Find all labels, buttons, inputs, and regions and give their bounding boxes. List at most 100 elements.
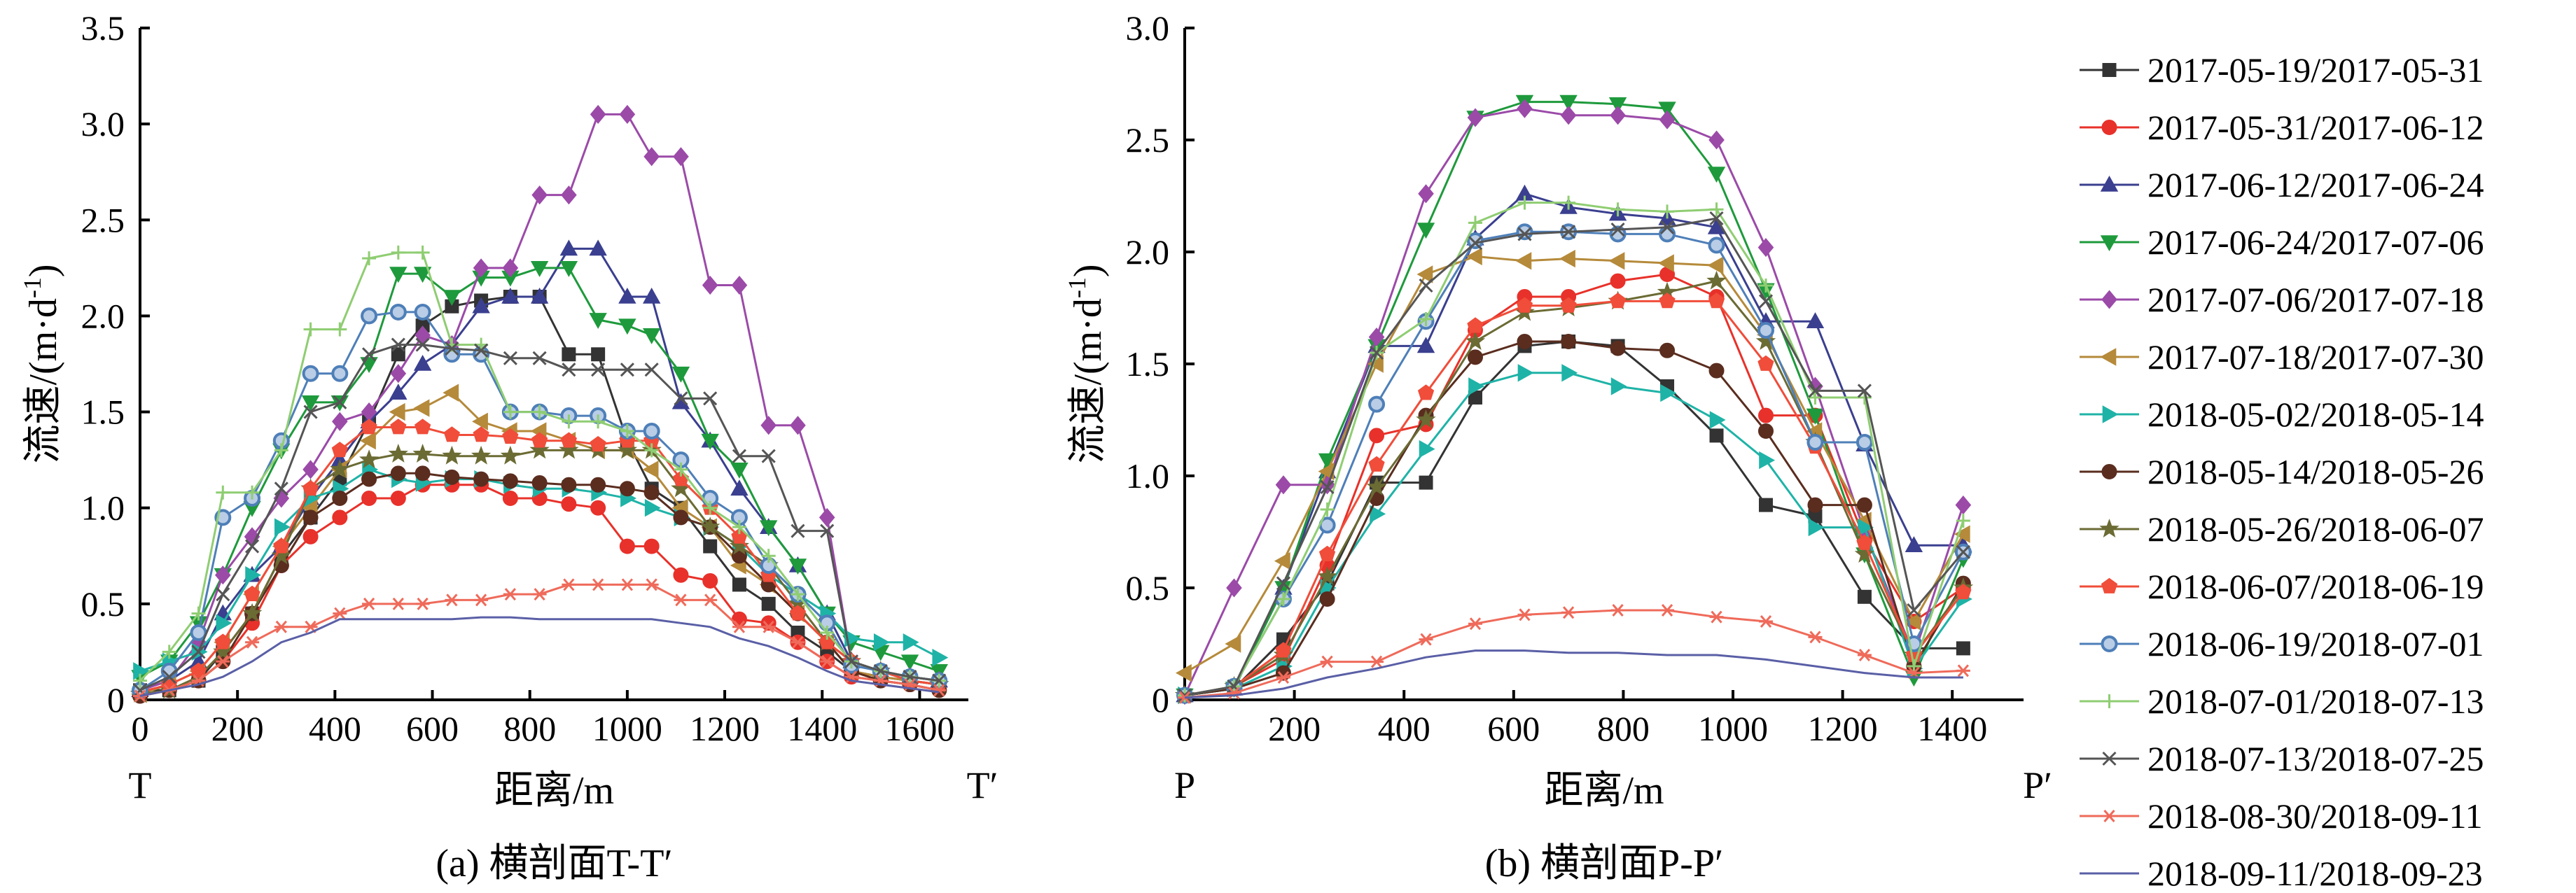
y-tick-label: 0.5 (1126, 568, 1170, 607)
data-point (1808, 631, 1823, 644)
data-point (532, 351, 547, 365)
data-point (360, 432, 376, 450)
data-point (1709, 411, 1726, 429)
data-point (412, 444, 433, 463)
legend-label: 2017-05-19/2017-05-31 (2147, 50, 2484, 90)
series-4 (131, 261, 948, 687)
y-tick-label: 1.5 (81, 393, 125, 432)
series-15 (139, 616, 940, 697)
legend-marker (2101, 635, 2118, 652)
data-point (245, 485, 260, 500)
data-point (1709, 610, 1724, 624)
data-point (443, 426, 460, 442)
data-point (332, 491, 348, 506)
legend-item: 2018-07-01/2018-07-13 (2080, 682, 2484, 721)
legend-label: 2018-05-14/2018-05-26 (2147, 452, 2484, 491)
legend-label: 2018-09-11/2018-09-23 (2147, 854, 2483, 893)
data-point (500, 445, 521, 465)
data-point (1368, 395, 1386, 413)
data-point (1659, 342, 1676, 358)
data-point (1275, 475, 1292, 495)
data-point (562, 363, 576, 377)
data-point (1177, 688, 1192, 703)
legend-item: 2017-06-12/2017-06-24 (2080, 165, 2484, 204)
data-point (1517, 334, 1533, 349)
data-point (590, 104, 606, 124)
data-point (362, 597, 377, 610)
data-point (562, 347, 576, 362)
data-point (301, 395, 320, 412)
data-point (562, 414, 576, 429)
data-point (1467, 108, 1484, 127)
legend-marker (2101, 577, 2118, 593)
data-point (1370, 655, 1384, 668)
data-point (388, 444, 408, 463)
data-point (1366, 477, 1387, 496)
legend-label: 2018-07-13/2018-07-25 (2147, 739, 2484, 778)
y-tick-label: 0 (1152, 680, 1169, 719)
data-point (532, 588, 547, 601)
data-point (1806, 434, 1824, 451)
data-point (361, 307, 378, 325)
legend-label: 2018-06-19/2018-07-01 (2147, 624, 2484, 663)
data-point (503, 588, 517, 601)
data-point (332, 412, 348, 431)
data-point (1561, 195, 1576, 210)
data-point (1467, 317, 1484, 333)
data-point (674, 391, 688, 406)
data-point (1419, 440, 1435, 458)
data-point (474, 343, 489, 358)
data-point (1418, 184, 1434, 204)
data-point (644, 443, 659, 458)
data-point (1368, 456, 1385, 472)
data-point (703, 539, 718, 554)
data-point (1227, 679, 1241, 694)
data-point (1757, 322, 1774, 339)
data-point (1608, 252, 1625, 270)
data-point (1956, 641, 1970, 656)
chart-panel-b: 0 0.5 1.0 1.5 2.0 2.5 3.0 0 200 400 600 800 1000 1200… (1063, 8, 2052, 885)
data-point (391, 597, 405, 610)
data-point (671, 366, 690, 383)
data-point (216, 485, 230, 500)
data-point (732, 577, 746, 592)
y-tick-label: 2.5 (81, 200, 125, 239)
data-point (531, 432, 548, 448)
data-point (1516, 297, 1533, 313)
data-point (1468, 236, 1483, 251)
data-point (473, 258, 489, 278)
data-point (358, 449, 380, 469)
series-13 (1177, 211, 1970, 703)
data-point (1610, 202, 1625, 217)
data-point (1808, 518, 1825, 537)
data-point (1419, 312, 1433, 326)
data-point (502, 428, 519, 444)
y-tick-label: 1.5 (1126, 344, 1170, 384)
data-point (1857, 589, 1872, 604)
data-point (732, 449, 747, 463)
data-point (561, 496, 577, 512)
data-point (1755, 331, 1776, 351)
data-point (1559, 94, 1578, 111)
data-point (1610, 106, 1626, 125)
data-point (1857, 649, 1872, 661)
data-point (1659, 220, 1675, 234)
data-point (589, 239, 607, 256)
data-point (1274, 551, 1290, 570)
y-axis-title: 流速/(m·d-1) (18, 264, 65, 463)
data-point (1659, 225, 1676, 243)
data-point (1856, 534, 1873, 550)
y-tick-label: 3.5 (81, 8, 125, 48)
data-point (1517, 227, 1532, 241)
x-tick-label: 0 (1176, 709, 1194, 748)
series-line (139, 426, 940, 694)
data-point (473, 426, 489, 442)
data-point (415, 465, 431, 481)
x-tick-label: 800 (503, 709, 556, 748)
data-point (791, 635, 805, 649)
legend-item: 2017-05-31/2017-06-12 (2080, 108, 2484, 147)
data-point (1560, 297, 1577, 313)
data-point (445, 593, 459, 607)
legend-marker (2102, 694, 2117, 708)
section-start-label: T (129, 764, 152, 806)
